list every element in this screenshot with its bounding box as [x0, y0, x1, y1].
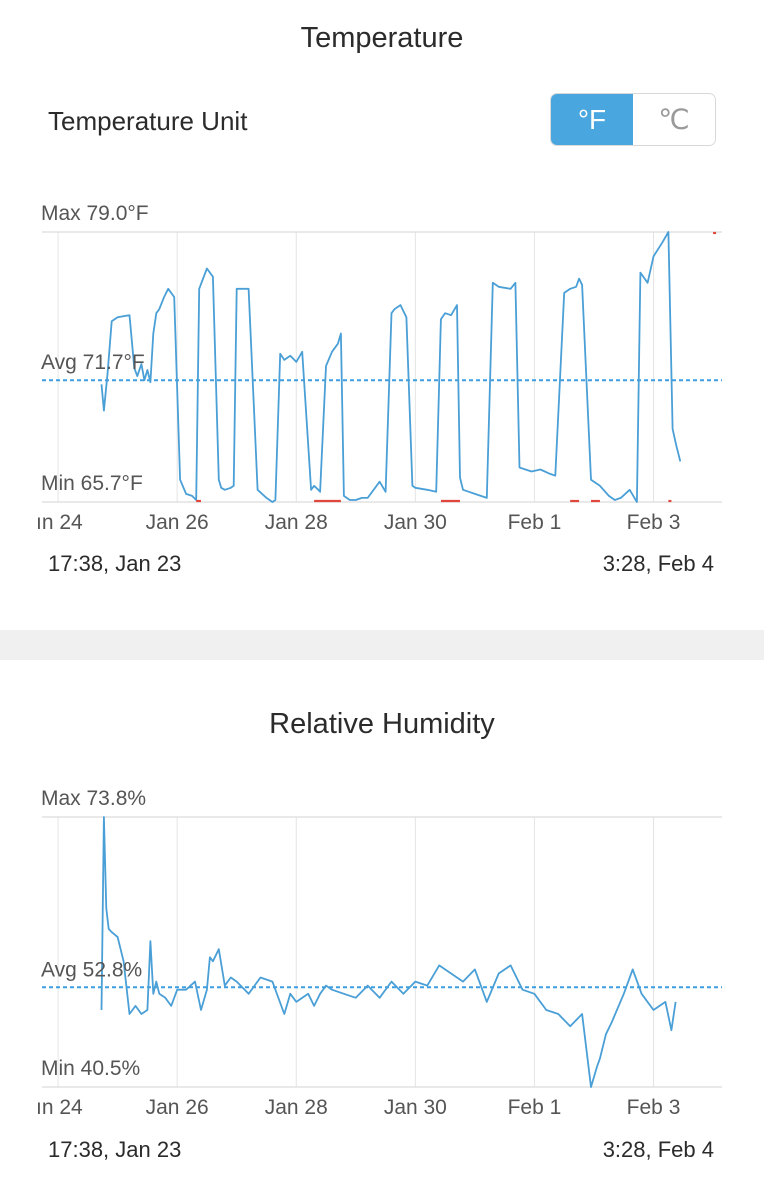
humidity-x-tick-label: Feb 3 — [627, 1096, 681, 1119]
temperature-unit-toggle[interactable]: °F ℃ — [550, 93, 716, 146]
humidity-section: Relative Humidity 17:38, Jan 23 3:28, Fe… — [0, 660, 764, 1200]
temperature-avg-label: Avg 71.7°F — [41, 351, 145, 374]
humidity-x-tick-label: Jan 30 — [384, 1096, 447, 1119]
humidity-x-tick-label: Jan 28 — [265, 1096, 328, 1119]
humidity-max-label: Max 73.8% — [41, 787, 146, 810]
temperature-range-end: 3:28, Feb 4 — [602, 551, 714, 576]
temperature-x-tick-label: ın 24 — [36, 511, 83, 534]
temperature-x-tick-label: Jan 30 — [384, 511, 447, 534]
unit-celsius-button[interactable]: ℃ — [633, 94, 715, 145]
humidity-range-start: 17:38, Jan 23 — [48, 1137, 182, 1162]
temperature-chart: Max 79.0°F Avg 71.7°F Min 65.7°F ın 24 Jan 2… — [36, 202, 722, 534]
humidity-x-tick-label: ın 24 — [36, 1096, 83, 1119]
temperature-max-label: Max 79.0°F — [41, 202, 149, 225]
temperature-x-tick-label: Jan 26 — [146, 511, 209, 534]
temperature-x-tick-label: Feb 1 — [508, 511, 562, 534]
humidity-x-tick-label: Feb 1 — [508, 1096, 562, 1119]
temperature-x-tick-label: Feb 3 — [627, 511, 681, 534]
temperature-title: Temperature — [300, 22, 464, 54]
temperature-min-label: Min 65.7°F — [41, 472, 143, 495]
humidity-series-line — [100, 816, 677, 1088]
section-divider — [0, 630, 764, 660]
humidity-min-label: Min 40.5% — [41, 1057, 140, 1080]
temperature-section: Temperature Temperature Unit °F ℃ Max 79… — [36, 22, 722, 576]
humidity-title: Relative Humidity — [269, 708, 495, 740]
humidity-x-tick-label: Jan 26 — [146, 1096, 209, 1119]
temperature-x-tick-label: Jan 28 — [265, 511, 328, 534]
temperature-range-start: 17:38, Jan 23 — [48, 551, 182, 576]
temperature-series-line — [100, 231, 682, 503]
unit-fahrenheit-button[interactable]: °F — [551, 94, 633, 145]
humidity-chart: Max 73.8% Avg 52.8% Min 40.5% ın 24 Jan 26 Ja… — [36, 787, 722, 1119]
temperature-unit-label: Temperature Unit — [48, 106, 248, 136]
humidity-avg-label: Avg 52.8% — [41, 958, 142, 981]
humidity-range-end: 3:28, Feb 4 — [602, 1137, 714, 1162]
